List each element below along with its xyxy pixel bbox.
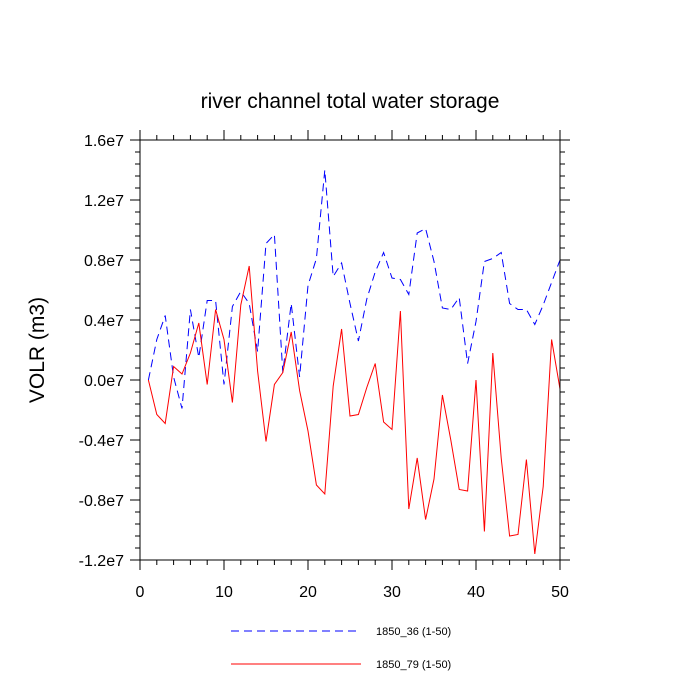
y-tick-label: 0.4e7 <box>84 313 124 330</box>
x-tick-label: 50 <box>551 584 569 601</box>
y-tick-label: 0.0e7 <box>84 373 124 390</box>
y-axis-label: VOLR (m3) <box>26 297 49 403</box>
legend: 1850_36 (1-50) 1850_79 (1-50) <box>231 626 451 671</box>
series-line-2 <box>147 265 561 555</box>
x-tick-label: 40 <box>467 584 485 601</box>
y-tick-label: 1.2e7 <box>84 193 124 210</box>
minor-ticks <box>135 135 565 565</box>
y-tick-label: 1.6e7 <box>84 133 124 150</box>
series-line-1 <box>147 169 561 409</box>
legend-label-2: 1850_79 (1-50) <box>376 659 451 671</box>
major-ticks <box>130 130 570 570</box>
y-tick-labels: -1.2e7 -0.8e7 -0.4e7 0.0e7 0.4e7 0.8e7 1.2e7 1.… <box>79 133 124 570</box>
y-tick-label: -0.8e7 <box>79 493 124 510</box>
x-tick-label: 30 <box>383 584 401 601</box>
legend-label-1: 1850_36 (1-50) <box>376 626 451 638</box>
y-tick-label: -1.2e7 <box>79 553 124 570</box>
x-tick-label: 0 <box>136 584 145 601</box>
x-tick-labels: 0 10 20 30 40 50 <box>136 584 569 601</box>
y-tick-label: 0.8e7 <box>84 253 124 270</box>
chart-title: river channel total water storage <box>201 90 500 113</box>
plot-lines <box>147 169 561 555</box>
x-tick-label: 20 <box>299 584 317 601</box>
x-tick-label: 10 <box>215 584 233 601</box>
plot-frame <box>139 139 561 561</box>
y-tick-label: -0.4e7 <box>79 433 124 450</box>
